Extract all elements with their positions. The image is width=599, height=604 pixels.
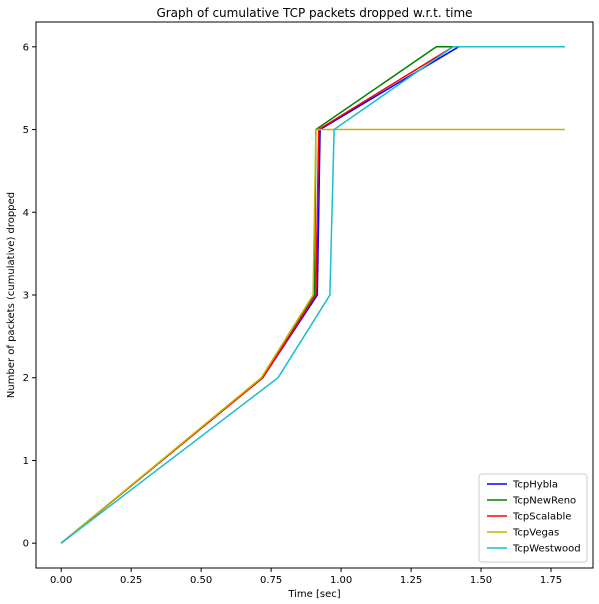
x-tick-label: 1.00 bbox=[330, 575, 352, 586]
legend-label: TcpWestwood bbox=[512, 544, 581, 555]
x-tick-label: 0.25 bbox=[120, 575, 142, 586]
y-tick-label: 6 bbox=[23, 42, 29, 53]
x-axis: 0.00 0.25 0.50 0.75 1.00 1.25 1.50 1.75 bbox=[50, 568, 562, 586]
x-tick-label: 1.75 bbox=[540, 575, 562, 586]
series-line-tcpvegas bbox=[60, 128, 565, 544]
legend-label: TcpNewReno bbox=[512, 496, 576, 507]
x-tick-label: 1.50 bbox=[470, 575, 492, 586]
y-axis: 0 1 2 3 4 5 6 bbox=[23, 42, 36, 550]
y-tick-label: 2 bbox=[23, 373, 29, 384]
x-axis-label: Time [sec] bbox=[287, 589, 340, 600]
y-tick-label: 0 bbox=[23, 539, 29, 550]
y-tick-label: 5 bbox=[23, 125, 29, 136]
chart-title: Graph of cumulative TCP packets dropped … bbox=[156, 6, 472, 20]
y-tick-label: 1 bbox=[23, 456, 29, 467]
legend: TcpHybla TcpNewReno TcpScalable TcpVegas Tcp… bbox=[478, 473, 588, 563]
legend-box bbox=[478, 473, 588, 563]
legend-label: TcpVegas bbox=[512, 528, 559, 539]
x-tick-label: 1.25 bbox=[400, 575, 422, 586]
y-axis-label: Number of packets (cumulative) dropped bbox=[6, 192, 17, 398]
y-tick-label: 4 bbox=[23, 208, 29, 219]
x-tick-label: 0.75 bbox=[260, 575, 282, 586]
y-tick-label: 3 bbox=[23, 291, 29, 302]
legend-label: TcpHybla bbox=[512, 480, 558, 491]
legend-label: TcpScalable bbox=[512, 512, 571, 523]
x-tick-label: 0.00 bbox=[50, 575, 72, 586]
series-line-tcpwestwood bbox=[60, 46, 565, 544]
plot-area bbox=[60, 46, 565, 544]
x-tick-label: 0.50 bbox=[190, 575, 212, 586]
